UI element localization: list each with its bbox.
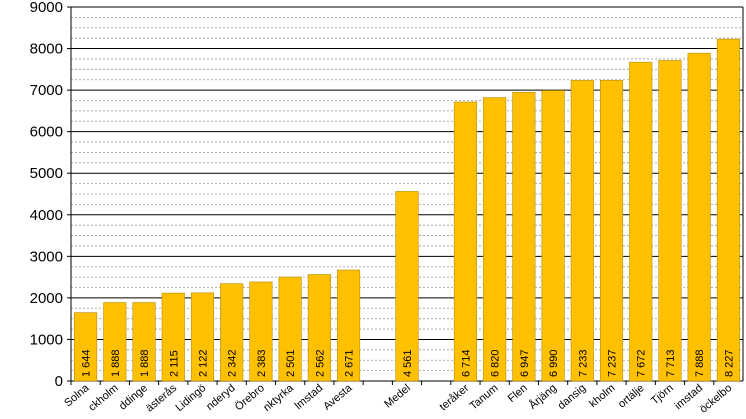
bar-value-label: 2 501 [285, 349, 297, 377]
y-axis: 0 1000 2000 3000 4000 5000 6000 7000 8000 9000 [30, 0, 744, 390]
bar-value-label: 4 561 [402, 349, 414, 377]
bar-value-label: 7 237 [607, 349, 619, 377]
y-tick-label: 8000 [30, 41, 63, 58]
y-tick-label: 4000 [30, 207, 63, 224]
bar-value-label: 7 888 [694, 349, 706, 377]
bar [658, 60, 682, 382]
bar-value-label: 7 672 [636, 349, 648, 377]
y-tick-label: 1000 [30, 331, 63, 348]
bar [541, 90, 565, 382]
bar [278, 276, 302, 382]
bars: 1 644 1 888 1 888 2 115 2 122 2 342 2 383 2 501… [74, 38, 740, 382]
bar [687, 52, 711, 382]
bar [716, 38, 740, 382]
bar [307, 274, 331, 382]
bar [483, 97, 507, 382]
bar [74, 312, 98, 382]
bar [512, 92, 536, 382]
bar-value-label: 2 115 [168, 350, 180, 377]
bar-value-label: 2 342 [227, 349, 239, 377]
bar [453, 101, 477, 382]
bar-value-label: 6 820 [490, 349, 502, 377]
y-tick-label: 7000 [30, 82, 63, 99]
bar-value-label: 1 888 [110, 349, 122, 377]
bar-value-label: 1 888 [139, 349, 151, 377]
bar [103, 302, 127, 382]
x-category-label: nktyrka [261, 382, 297, 415]
y-tick-label: 3000 [30, 248, 63, 265]
x-axis-labels: SolnackholmddingeästeråsLidingönderydÖre… [62, 381, 734, 416]
bar-value-label: 7 713 [665, 349, 677, 377]
x-category-label: Medel [382, 382, 413, 410]
bar [629, 61, 653, 382]
x-category-label: kholm [587, 382, 617, 410]
bar [249, 281, 273, 382]
bar-value-label: 6 714 [460, 349, 472, 377]
bar-value-label: 2 383 [256, 349, 268, 377]
bar [220, 283, 244, 382]
x-category-label: ortälje [616, 382, 647, 410]
y-tick-label: 6000 [30, 124, 63, 141]
bar [161, 292, 185, 382]
bar [570, 80, 594, 382]
x-category-label: lmstad [293, 382, 326, 412]
bar [599, 79, 624, 382]
y-tick-label: 9000 [30, 0, 63, 16]
bar [132, 302, 156, 382]
x-category-label: teråker [437, 382, 471, 413]
bar-value-label: 7 233 [577, 349, 589, 377]
bar-value-label: 2 562 [314, 349, 326, 377]
bar [337, 269, 361, 382]
x-category-label: dansig [556, 382, 589, 412]
x-category-label: nderyd [204, 382, 237, 413]
bar [395, 191, 419, 382]
bar-value-label: 8 227 [723, 349, 735, 377]
x-category-label: ckholm [86, 382, 120, 414]
y-tick-label: 5000 [30, 165, 63, 182]
bar-value-label: 6 947 [519, 349, 531, 377]
x-category-label: Årjäng [526, 381, 559, 411]
x-category-label: öckelbo [698, 382, 735, 416]
bar [190, 292, 215, 382]
x-category-label: Tanum [468, 382, 501, 412]
x-category-label: Flen [506, 382, 530, 405]
bar-value-label: 1 644 [81, 349, 93, 377]
x-category-label: Avesta [321, 382, 355, 413]
bar-value-label: 6 990 [548, 349, 560, 377]
x-category-label: Örebro [233, 382, 267, 413]
y-tick-label: 0 [55, 373, 63, 390]
bar-value-label: 2 671 [344, 349, 356, 377]
bar-value-label: 2 122 [197, 349, 209, 377]
x-category-label: ästerås [144, 382, 180, 415]
y-tick-label: 2000 [30, 290, 63, 307]
x-category-label: Lidingö [174, 382, 209, 414]
